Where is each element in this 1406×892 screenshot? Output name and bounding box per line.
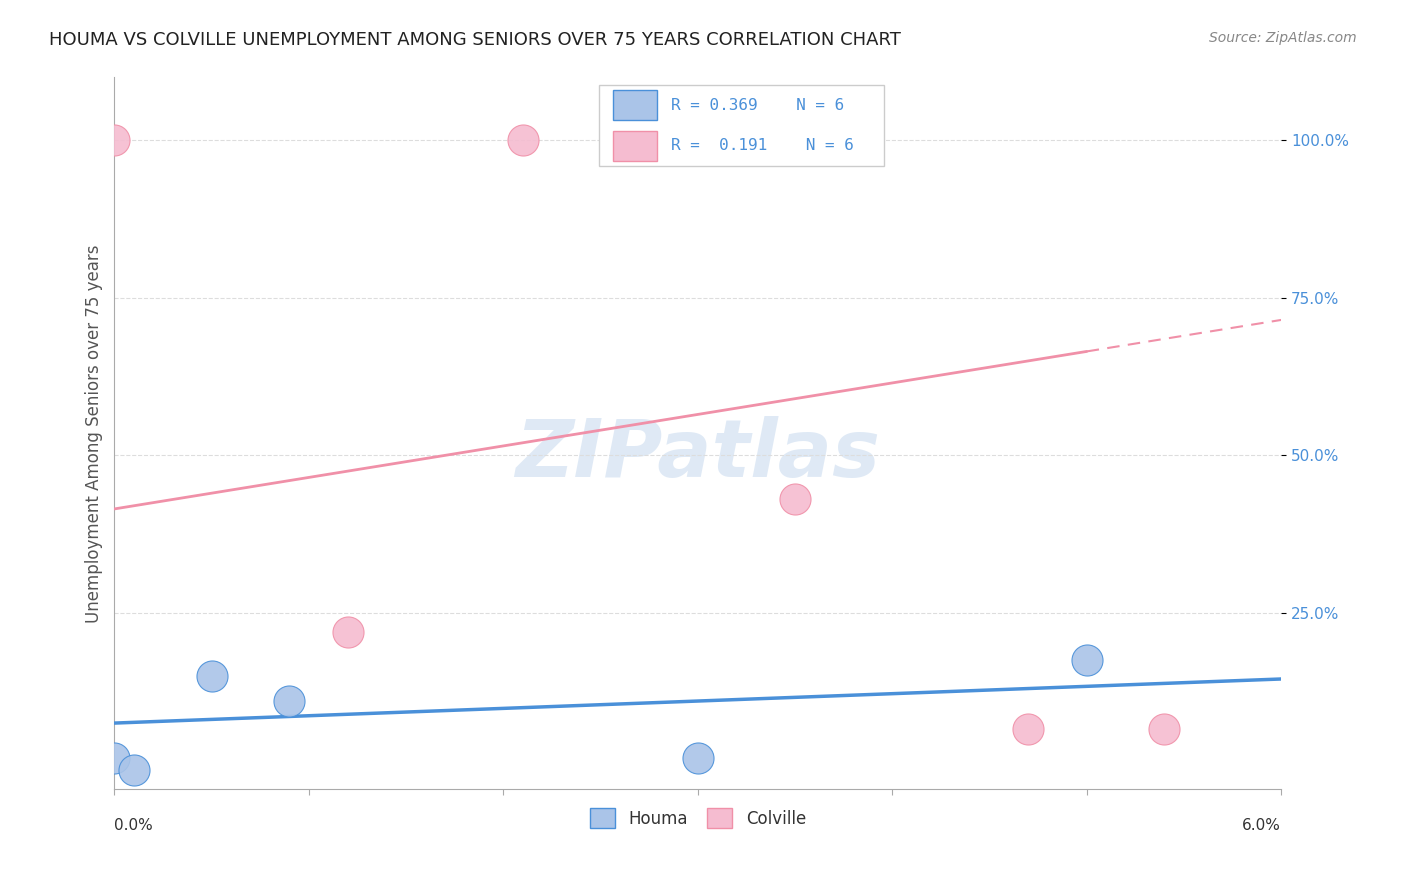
Point <box>1076 653 1098 667</box>
Text: 0.0%: 0.0% <box>114 818 153 832</box>
Point <box>686 750 709 764</box>
Point <box>201 669 224 683</box>
Text: R =  0.191    N = 6: R = 0.191 N = 6 <box>671 138 853 153</box>
Point <box>278 694 301 708</box>
Point <box>103 133 125 147</box>
Y-axis label: Unemployment Among Seniors over 75 years: Unemployment Among Seniors over 75 years <box>86 244 103 623</box>
Point <box>512 133 534 147</box>
Point <box>1153 723 1175 737</box>
Text: HOUMA VS COLVILLE UNEMPLOYMENT AMONG SENIORS OVER 75 YEARS CORRELATION CHART: HOUMA VS COLVILLE UNEMPLOYMENT AMONG SEN… <box>49 31 901 49</box>
Point <box>103 750 125 764</box>
Point <box>1017 723 1039 737</box>
Point <box>122 764 145 778</box>
FancyBboxPatch shape <box>599 85 884 167</box>
FancyBboxPatch shape <box>613 90 657 120</box>
FancyBboxPatch shape <box>613 131 657 161</box>
Text: ZIPatlas: ZIPatlas <box>515 416 880 493</box>
Legend: Houma, Colville: Houma, Colville <box>583 802 813 834</box>
Point <box>336 624 359 639</box>
Text: 6.0%: 6.0% <box>1243 818 1281 832</box>
Point <box>783 492 806 507</box>
Text: Source: ZipAtlas.com: Source: ZipAtlas.com <box>1209 31 1357 45</box>
Text: R = 0.369    N = 6: R = 0.369 N = 6 <box>671 97 844 112</box>
